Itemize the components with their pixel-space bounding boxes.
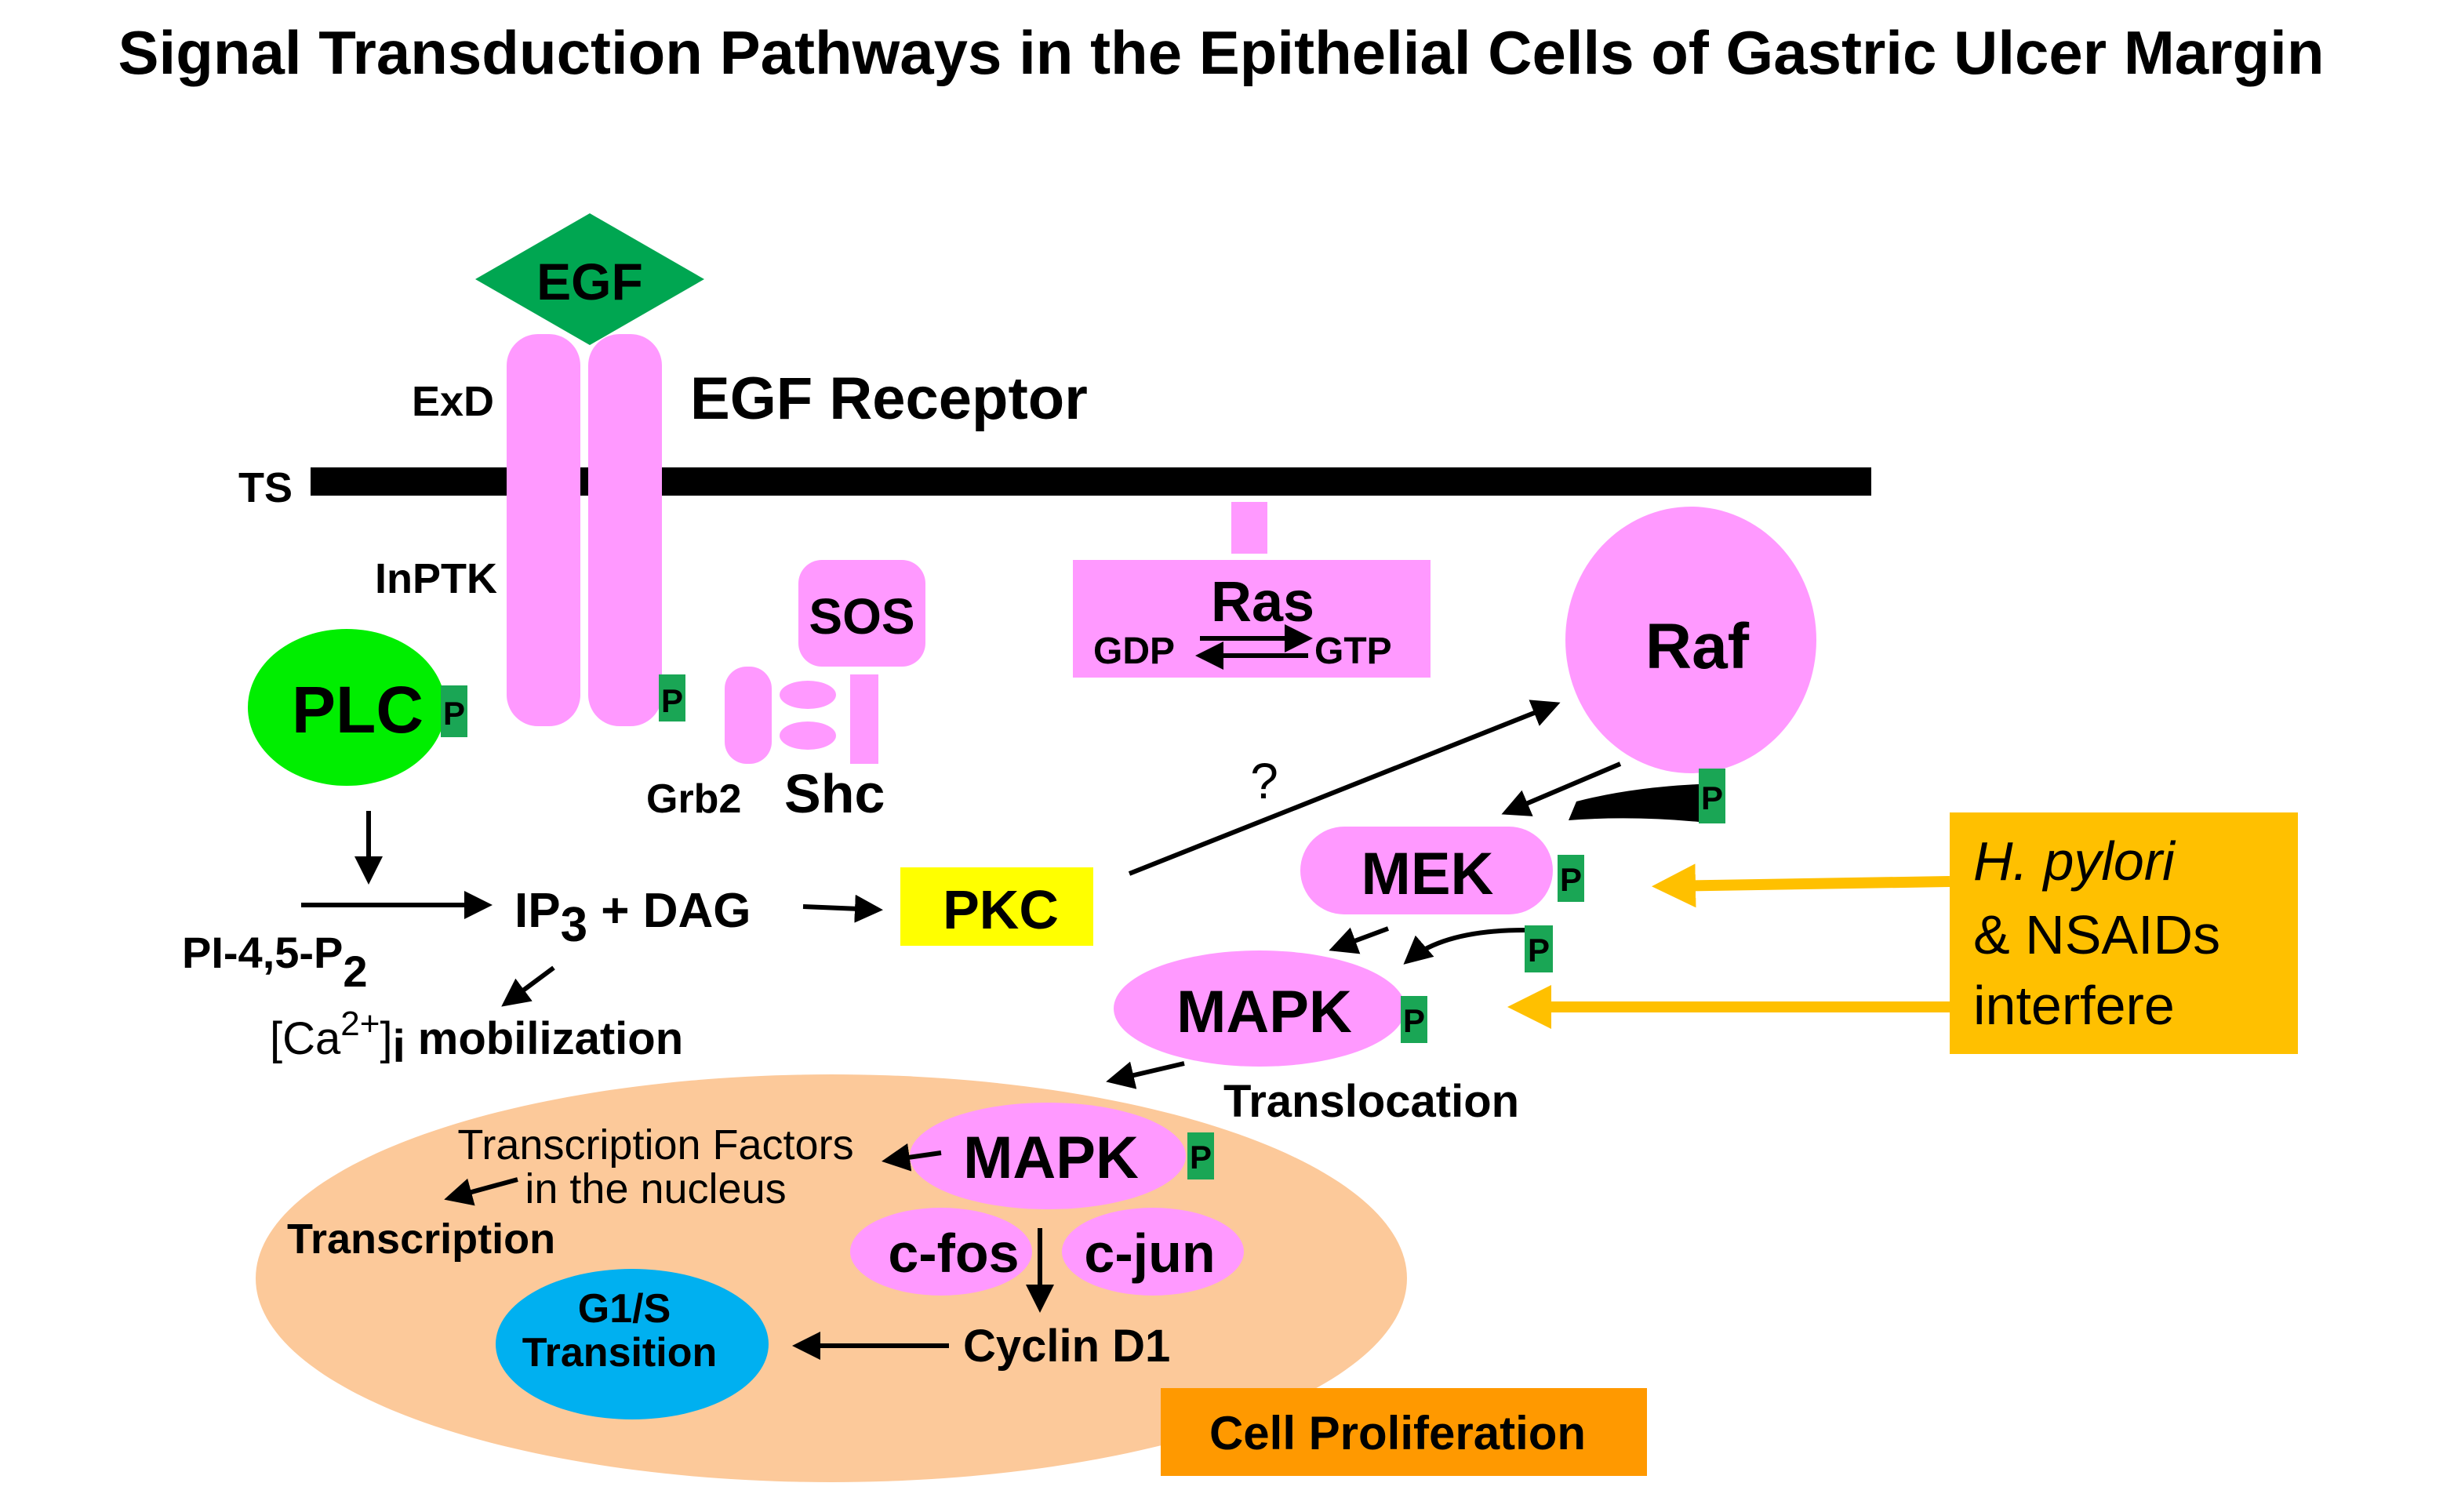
ip3-subscript: 3 [561,898,587,952]
cfos-label: c-fos [888,1223,1019,1284]
nuclear-mapk-node [910,1103,1186,1209]
interference-box [1950,812,2298,1054]
pip2-text: PI-4,5-P [182,928,343,977]
nsaids-label: & NSAIDs [1973,904,2220,965]
plc-label: PLC [292,673,424,747]
cyclin-d1-label: Cyclin D1 [963,1321,1170,1372]
receptor-phospho [659,674,685,721]
transcription-arrow [444,1177,518,1206]
phospho-transfer-arrow [1403,928,1525,965]
cell-proliferation-box [1161,1388,1647,1476]
adaptor-domain [780,721,836,750]
cjun-label: c-jun [1084,1223,1215,1284]
cell-proliferation-label: Cell Proliferation [1209,1407,1586,1459]
diagram-title: Signal Transduction Pathways in the Epit… [118,18,2325,87]
mek-label: MEK [1361,841,1494,907]
dag-pkc-arrow [802,894,883,923]
plc-phospho [441,685,467,737]
gtp-label: GTP [1314,631,1392,672]
adaptor-domain [780,681,836,709]
mapk-tf-arrow [882,1143,942,1172]
plc-node [248,629,445,786]
mek-node [1300,827,1553,914]
ip3-calcium-arrow [501,965,555,1007]
sos-node [798,560,925,667]
interfere-mek-arrow [1652,863,1950,908]
transcription-label: Transcription [287,1216,555,1263]
calcium-open: [Ca [270,1013,341,1064]
mapk-phospho [1401,996,1427,1043]
mapk-label: MAPK [1176,979,1352,1045]
pkc-raf-arrow [1128,700,1561,876]
nuclear-mapk-phospho [1187,1132,1214,1179]
gdp-label: GDP [1093,631,1175,672]
phospho-transfer-wedge [1569,784,1699,822]
transcription-factors-label: Transcription Factors [457,1121,853,1169]
ras-anchor [1231,502,1267,554]
mapk-node [1114,950,1405,1067]
inptk-label: InPTK [375,555,497,602]
grb2-node [725,667,772,764]
calcium-close: ] [380,1013,392,1064]
ip-text: IP [514,884,561,938]
grb2-label: Grb2 [646,776,741,822]
phospho-label: P [661,682,683,719]
pkc-label: PKC [943,879,1059,940]
mek-transfer-phospho [1525,925,1553,972]
pkc-node [900,867,1093,946]
raf-phospho [1699,769,1725,823]
pip2-label: PI-4,5-P2 [182,928,368,996]
question-mark: ? [1250,753,1278,809]
translocation-arrow [1106,1061,1185,1089]
calcium-label: [Ca2+]i mobilization [270,1005,683,1072]
g1s-label: G1/S [578,1286,671,1332]
egf-receptor-label: EGF Receptor [690,365,1088,432]
exd-label: ExD [412,378,494,425]
phospho-label: P [1190,1139,1212,1176]
receptor-subunit-right [588,334,662,726]
ras-label: Ras [1211,571,1314,634]
nuclear-mapk-label: MAPK [963,1125,1139,1191]
transcription-factors-sublabel: in the nucleus [525,1165,786,1212]
translocation-label: Translocation [1223,1076,1519,1127]
raf-node [1565,507,1816,773]
cjun-node [1062,1208,1244,1296]
sos-label: SOS [809,588,914,645]
ip3-dag-label: IP3 + DAG [514,884,751,952]
phospho-label: P [1528,932,1550,969]
mek-mapk-arrow [1329,926,1390,954]
membrane-label: TS [238,464,293,511]
raf-label: Raf [1645,611,1750,682]
phospho-label: P [443,695,465,732]
g1s-node [496,1269,769,1419]
calcium-charge: 2+ [340,1005,380,1043]
phospho-label: P [1701,780,1723,816]
shc-node [850,674,878,764]
receptor-subunit-left [507,334,580,726]
cfos-node [850,1208,1032,1296]
phospho-label: P [1560,861,1582,898]
pip2-subscript: 2 [343,947,367,996]
shc-label: Shc [784,763,885,824]
mobilization-text: mobilization [405,1013,683,1064]
egf-ligand [475,213,704,345]
raf-mek-arrow [1501,761,1622,816]
phospho-label: P [1403,1002,1425,1039]
interfere-label: interfere [1973,975,2175,1036]
mek-phospho [1558,855,1584,902]
dag-text: + DAG [587,884,751,938]
h-pylori-label: H. pylori [1973,831,2176,892]
calcium-subscript: i [393,1021,405,1072]
egf-label: EGF [536,253,643,311]
transition-label: Transition [522,1330,717,1376]
